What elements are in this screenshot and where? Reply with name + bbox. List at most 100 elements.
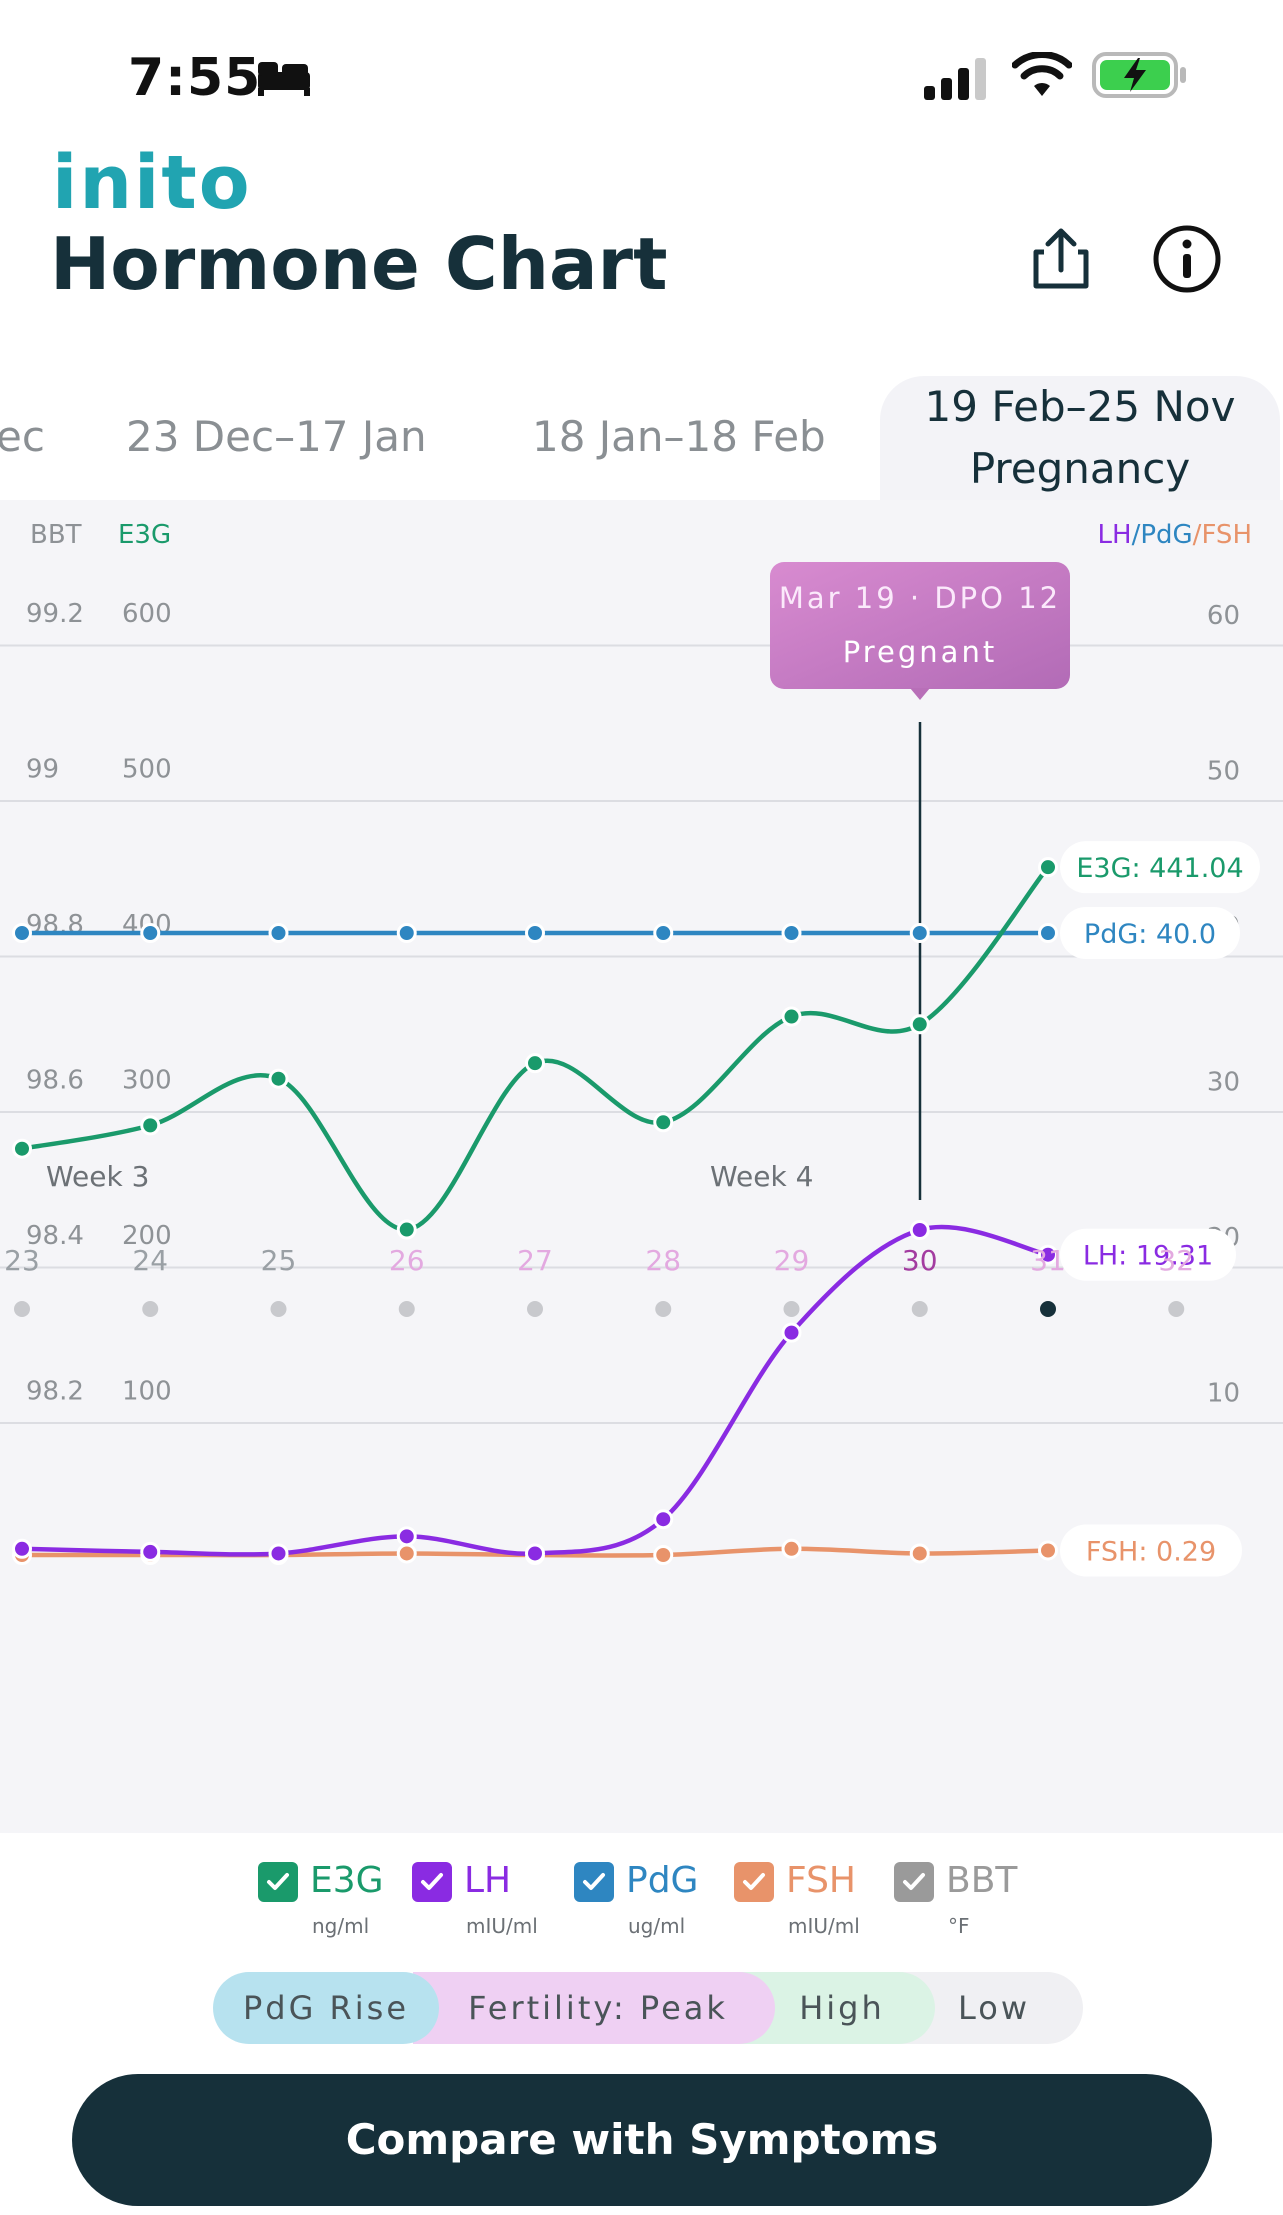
e3g-value-pill: [1060, 841, 1260, 894]
legend-unit: mIU/ml: [466, 1914, 538, 1938]
tooltip-status: Pregnant: [843, 635, 997, 669]
day-dot: [783, 1301, 800, 1317]
lh-point: [12, 1538, 32, 1559]
legend-label: PdG: [626, 1860, 699, 1901]
day-selector: 23 24 25 26 27 28 29 30 31 32: [4, 1244, 1194, 1317]
lh-value-text: LH: 19.31: [1083, 1241, 1213, 1272]
fertility-phase-bar: PdG Rise Fertility: Peak High Low: [213, 1972, 1083, 2044]
legend-unit: mIU/ml: [788, 1914, 860, 1938]
pdg-point: [140, 923, 161, 943]
battery-charging-icon: [1092, 52, 1188, 102]
right-tick-label: 30: [1207, 1068, 1240, 1098]
page-title: Hormone Chart: [50, 222, 668, 306]
e3g-value-label: E3G: 441.04: [1060, 841, 1260, 894]
lh-line: [21, 1224, 1049, 1557]
e3g-line: [21, 865, 1050, 1232]
day-number: 32: [1158, 1244, 1194, 1277]
phase-pdg-rise: PdG Rise: [213, 1972, 439, 2044]
day-number: 26: [389, 1244, 425, 1277]
info-icon[interactable]: [1152, 224, 1222, 298]
e3g-tick-label: 200: [122, 1221, 172, 1251]
pdg-point: [909, 923, 930, 943]
right-tick-label: 50: [1207, 757, 1240, 787]
e3g-tick-label: 500: [122, 755, 172, 785]
day-dot: [142, 1301, 159, 1317]
fsh-value-text: FSH: 0.29: [1086, 1536, 1216, 1567]
tab-23-dec-17-jan[interactable]: 23 Dec–17 Jan: [126, 412, 427, 461]
wifi-icon: [1011, 51, 1073, 102]
day-number: 27: [517, 1244, 553, 1277]
checkbox-icon[interactable]: [258, 1862, 298, 1902]
checkbox-icon[interactable]: [574, 1862, 614, 1902]
day-dot: [1168, 1301, 1185, 1317]
hormone-chart[interactable]: BBT E3G LH/PdG/FSH 99.260060995005098.84…: [0, 500, 1283, 1833]
bbt-tick-label: 98.8: [26, 910, 84, 940]
fsh-point: [396, 1543, 417, 1564]
week-4-label: Week 4: [710, 1160, 813, 1193]
axis-labels: 99.260060995005098.84004098.63003098.420…: [26, 599, 1240, 1409]
day-number: 30: [902, 1244, 938, 1277]
lh-point: [140, 1541, 161, 1562]
tab-previous-cycle[interactable]: ec: [0, 412, 45, 461]
day-item[interactable]: 24: [132, 1244, 168, 1317]
day-dot: [398, 1301, 415, 1317]
e3g-point: [781, 1006, 802, 1027]
legend-label: FSH: [786, 1860, 856, 1901]
day-item[interactable]: 26: [389, 1244, 425, 1317]
fsh-point: [909, 1543, 930, 1564]
tab-pregnancy-dates: 19 Feb–25 Nov: [924, 382, 1236, 431]
day-dot: [527, 1301, 543, 1317]
tab-pregnancy-label: Pregnancy: [969, 444, 1191, 493]
e3g-point: [1038, 857, 1058, 878]
day-item[interactable]: 27: [517, 1244, 553, 1317]
checkbox-icon[interactable]: [894, 1862, 934, 1902]
hormone-chart-svg: BBT E3G LH/PdG/FSH 99.260060995005098.84…: [0, 520, 1283, 1577]
tab-pregnancy[interactable]: 19 Feb–25 Nov Pregnancy: [880, 376, 1280, 500]
lh-point: [268, 1543, 289, 1564]
e3g-value-text: E3G: 441.04: [1076, 853, 1243, 884]
bbt-tick-label: 98.4: [26, 1221, 84, 1251]
pdg-point: [1038, 923, 1058, 943]
value-labels: E3G: 441.04 PdG: 40.0 LH: 19.31 FSH: 0.29: [1060, 841, 1260, 1577]
lh-axis-label: LH: [1098, 520, 1132, 550]
pdg-point: [268, 923, 289, 943]
e3g-point: [12, 1138, 32, 1159]
fsh-axis-label: FSH: [1201, 520, 1252, 550]
e3g-point: [140, 1115, 161, 1136]
bbt-tick-label: 98.6: [26, 1066, 84, 1096]
share-icon[interactable]: [1026, 226, 1096, 296]
day-item[interactable]: 23: [4, 1244, 40, 1317]
day-item[interactable]: 29: [774, 1244, 810, 1317]
day-number: 23: [4, 1244, 40, 1277]
fsh-value-pill: [1060, 1524, 1242, 1577]
lh-point: [396, 1526, 417, 1547]
day-item[interactable]: 30: [902, 1244, 938, 1317]
day-number: 24: [132, 1244, 168, 1277]
day-item[interactable]: 28: [645, 1244, 681, 1317]
compare-with-symptoms-button[interactable]: Compare with Symptoms: [72, 2074, 1212, 2206]
lh-point: [653, 1509, 674, 1530]
pdg-point: [525, 923, 545, 943]
right-axis-separator-1: /: [1132, 520, 1141, 550]
e3g-tick-label: 300: [122, 1066, 172, 1096]
fsh-point: [781, 1538, 802, 1559]
tab-18-jan-18-feb[interactable]: 18 Jan–18 Feb: [532, 412, 826, 461]
day-dot: [14, 1301, 30, 1317]
day-item[interactable]: 25: [261, 1244, 297, 1317]
checkbox-icon[interactable]: [412, 1862, 452, 1902]
day-number: 31: [1030, 1244, 1066, 1277]
checkbox-icon[interactable]: [734, 1862, 774, 1902]
day-item[interactable]: 31: [1030, 1244, 1066, 1317]
e3g-point: [268, 1068, 289, 1089]
series-layer: [12, 857, 1058, 1565]
day-item[interactable]: 32: [1158, 1244, 1194, 1317]
pdg-axis-label: PdG: [1140, 520, 1192, 550]
tooltip-date: Mar 19 · DPO 12: [779, 581, 1061, 615]
legend-unit: ug/ml: [628, 1914, 686, 1938]
day-number: 25: [261, 1244, 297, 1277]
pdg-value-text: PdG: 40.0: [1084, 919, 1216, 950]
lh-point: [781, 1322, 802, 1343]
phase-fertility-peak: Fertility: Peak: [413, 1972, 775, 2044]
fsh-point: [1038, 1540, 1058, 1561]
right-tick-label: 10: [1207, 1379, 1240, 1409]
